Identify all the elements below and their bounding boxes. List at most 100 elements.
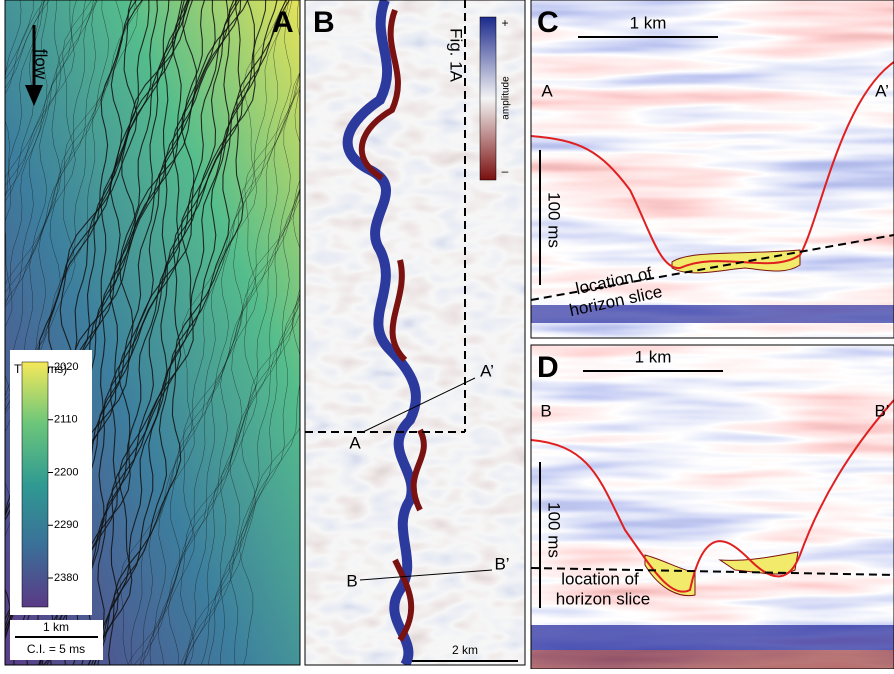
contour bbox=[127, 88, 300, 665]
scale-label: 1 km bbox=[630, 13, 667, 32]
section-left: B bbox=[540, 401, 551, 420]
section-right: A’ bbox=[875, 81, 889, 100]
contour bbox=[184, 188, 300, 665]
section-end: B’ bbox=[494, 554, 509, 573]
horizon-label: horizon slice bbox=[556, 589, 651, 608]
contour bbox=[184, 187, 300, 665]
colorbar-tick-label: 2200 bbox=[54, 466, 78, 478]
scale-label: 1 km bbox=[635, 347, 672, 366]
horizon bbox=[530, 399, 894, 593]
contour bbox=[239, 426, 300, 665]
frame bbox=[304, 0, 526, 666]
amp-label: amplitude bbox=[501, 76, 512, 120]
contour bbox=[5, 0, 109, 411]
amplitude-bar bbox=[479, 16, 497, 181]
section-right: B’ bbox=[874, 401, 889, 420]
contour bbox=[5, 0, 98, 415]
reflector bbox=[531, 625, 894, 650]
contour bbox=[5, 0, 77, 307]
channel-edge bbox=[358, 8, 427, 642]
contour bbox=[93, 0, 267, 665]
colorbar-tick-label: 2290 bbox=[54, 519, 78, 531]
colorbar-tick-label: 2380 bbox=[54, 572, 78, 584]
panel-b: B + amplitude – Fig. 1A A A’ B B’ 2 km bbox=[304, 0, 526, 666]
contour bbox=[87, 0, 256, 665]
contour bbox=[5, 0, 49, 196]
section-end: A’ bbox=[480, 361, 494, 380]
time-label: 100 ms bbox=[545, 192, 564, 248]
panel-label: C bbox=[537, 6, 559, 39]
contour bbox=[180, 198, 300, 665]
contour bbox=[158, 70, 300, 665]
reflector bbox=[531, 305, 894, 323]
colorbar-tick-label: 2020 bbox=[54, 361, 78, 373]
contour bbox=[88, 0, 235, 665]
panel-c: C 1 km A A’ 100 ms location of horizon s… bbox=[530, 0, 894, 339]
contour bbox=[183, 312, 300, 665]
contour bbox=[5, 0, 144, 522]
amp-plus: + bbox=[501, 16, 508, 30]
reflector bbox=[531, 650, 894, 669]
contour bbox=[5, 0, 98, 412]
flow-arrowhead bbox=[25, 85, 43, 106]
panel-label: A bbox=[272, 6, 294, 39]
frame bbox=[530, 0, 894, 339]
contour bbox=[130, 0, 288, 665]
contour bbox=[108, 0, 291, 665]
contour bbox=[220, 297, 300, 665]
colorbar bbox=[21, 361, 49, 608]
contour bbox=[229, 293, 300, 665]
contour bbox=[5, 0, 75, 328]
contour bbox=[5, 0, 124, 403]
contour bbox=[5, 0, 92, 433]
contour bbox=[80, 0, 239, 665]
panel-d: D 1 km B B’ 100 ms location of horizon s… bbox=[530, 344, 894, 670]
reference: Fig. 1A bbox=[447, 28, 466, 83]
panel-label: B bbox=[313, 6, 335, 39]
contour bbox=[5, 0, 138, 537]
colorbar-tick-label: 2110 bbox=[54, 414, 78, 426]
frame bbox=[4, 0, 301, 666]
contour bbox=[200, 291, 300, 665]
horizon-label: location of bbox=[561, 569, 639, 588]
contour bbox=[5, 0, 94, 303]
seismic-section bbox=[531, 345, 894, 669]
contour-interval: C.I. = 5 ms bbox=[27, 642, 85, 656]
seismic-section bbox=[531, 0, 894, 338]
contour bbox=[167, 87, 300, 665]
scale-box bbox=[10, 620, 103, 660]
contour bbox=[5, 0, 97, 294]
time-label: 100 ms bbox=[545, 502, 564, 558]
horizon-slice bbox=[530, 567, 894, 576]
section-left: A bbox=[541, 81, 553, 100]
channel bbox=[342, 0, 421, 665]
scale-label: 1 km bbox=[43, 620, 69, 634]
contour bbox=[139, 0, 293, 665]
amp-minus: – bbox=[502, 164, 509, 178]
contour bbox=[5, 0, 144, 523]
contour bbox=[5, 0, 43, 199]
contour bbox=[97, 0, 287, 665]
section-line bbox=[362, 377, 476, 433]
horizon-slice bbox=[530, 234, 894, 301]
contour bbox=[5, 0, 138, 518]
contour bbox=[93, 0, 278, 665]
contour bbox=[5, 0, 138, 642]
section-line bbox=[359, 569, 493, 581]
contour bbox=[5, 0, 86, 308]
horizon bbox=[530, 61, 894, 270]
section-start: A bbox=[349, 433, 361, 452]
contour bbox=[119, 0, 287, 665]
contour bbox=[183, 190, 300, 665]
panel-label: D bbox=[537, 351, 559, 384]
contour bbox=[139, 0, 290, 665]
contour bbox=[5, 0, 62, 187]
scale-label: 2 km bbox=[452, 643, 478, 657]
contour bbox=[143, 71, 300, 665]
contour bbox=[90, 0, 243, 665]
section-start: B bbox=[346, 571, 357, 590]
flow-label: flow bbox=[32, 49, 51, 80]
contour bbox=[180, 178, 300, 665]
